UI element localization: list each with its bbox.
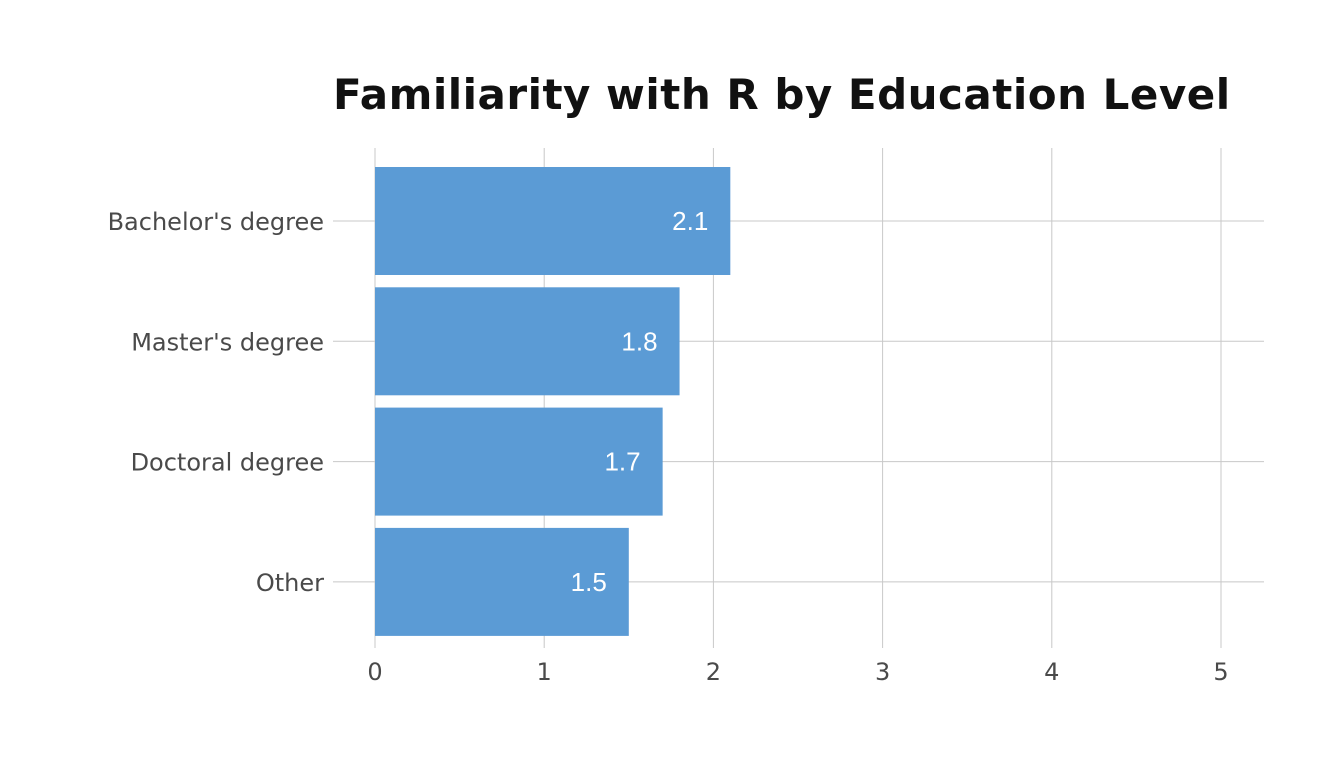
bar-value-label: 2.1 xyxy=(672,206,708,236)
bar-labels: 2.1 1.8 1.7 1.5 xyxy=(571,206,709,597)
x-tick-label: 3 xyxy=(875,658,890,686)
bar xyxy=(375,527,629,636)
x-tick-label: 0 xyxy=(367,658,382,686)
chart-title: Familiarity with R by Education Level xyxy=(333,70,1231,119)
bar-value-label: 1.8 xyxy=(621,326,657,356)
x-tick-label: 5 xyxy=(1213,658,1228,686)
x-axis-tick-labels: 0 1 2 3 4 5 xyxy=(367,658,1228,686)
bar xyxy=(375,167,731,275)
x-tick-label: 1 xyxy=(537,658,552,686)
x-tick-label: 4 xyxy=(1044,658,1059,686)
bar-value-label: 1.7 xyxy=(604,447,640,477)
y-tick-label: Bachelor's degree xyxy=(108,208,324,236)
bar-value-label: 1.5 xyxy=(571,567,607,597)
y-axis-tick-labels: Bachelor's degree Master's degree Doctoral… xyxy=(108,208,325,597)
y-tick-label: Doctoral degree xyxy=(131,449,324,477)
bar xyxy=(375,287,680,396)
bars xyxy=(375,167,731,636)
bar xyxy=(375,407,663,516)
y-tick-label: Other xyxy=(256,569,324,597)
y-tick-label: Master's degree xyxy=(131,328,324,356)
x-tick-label: 2 xyxy=(706,658,721,686)
